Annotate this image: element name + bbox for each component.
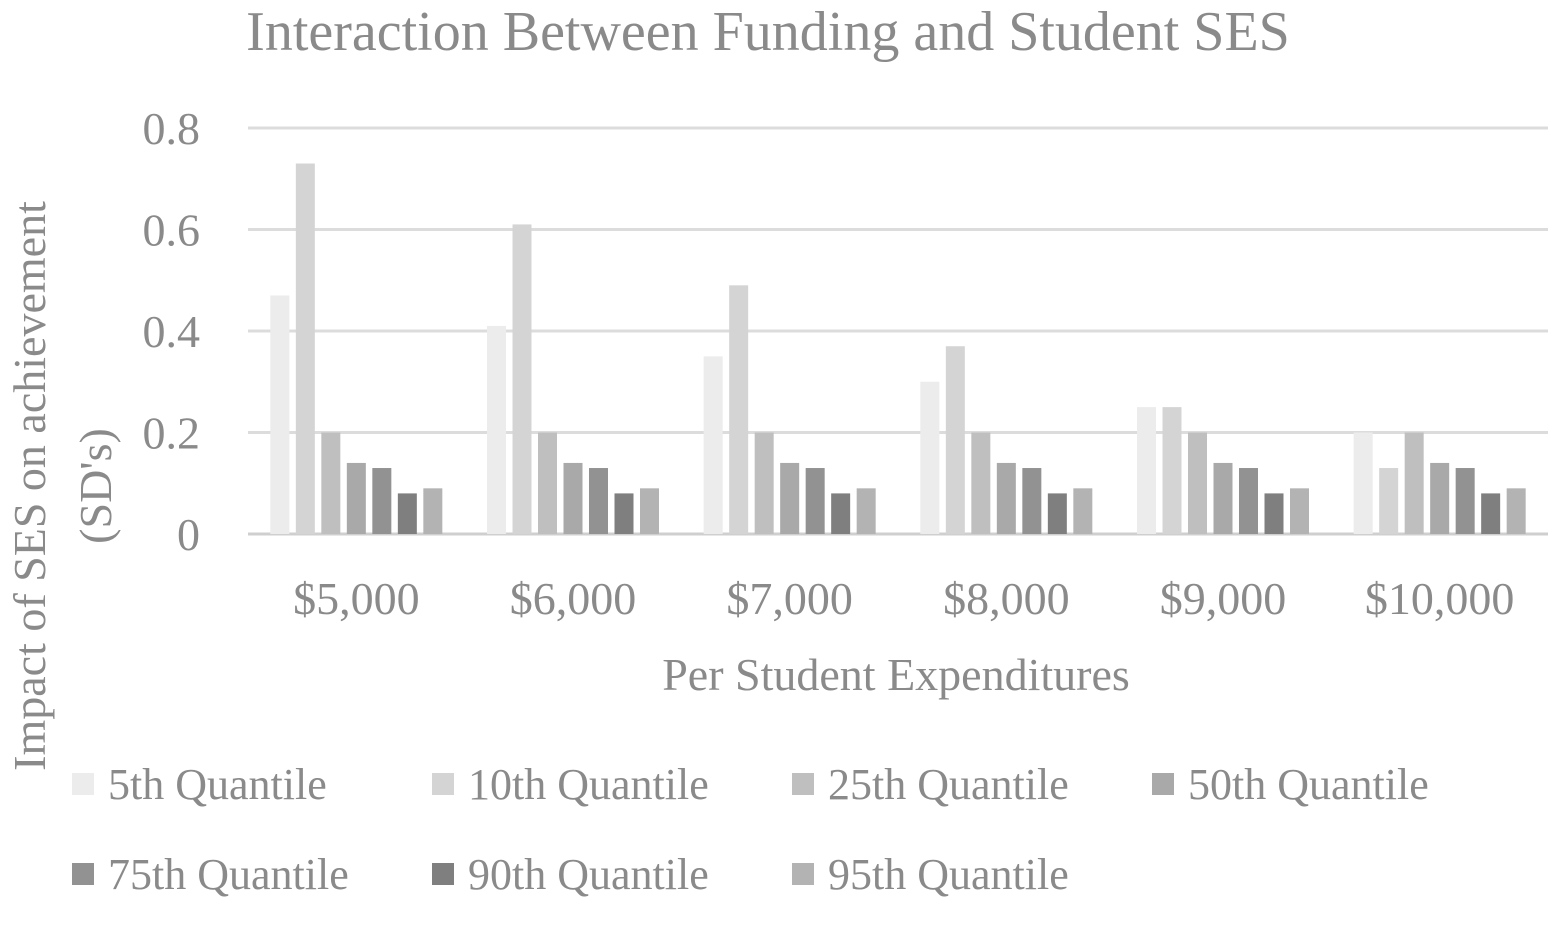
x-axis-ticks: $5,000 $6,000 $7,000 $8,000 $9,000 $10,000 [293,573,1514,624]
bar [1353,432,1373,534]
bar [1022,468,1042,534]
legend-swatch [792,863,814,885]
legend-swatch [792,773,814,795]
bar [920,381,940,534]
bar [1506,488,1526,534]
bar [563,462,583,534]
bar [780,462,800,534]
bar [805,468,825,534]
bar [589,468,608,534]
grid-lines [248,126,1548,536]
bar [1379,468,1399,534]
bar [1430,462,1450,534]
bar [971,432,991,534]
legend-label: 10th Quantile [468,760,709,809]
bar [346,462,366,534]
y-axis-label: Impact of SES on achievement (SD's) [4,201,121,771]
bar [1213,462,1233,534]
bar [423,488,443,534]
x-tick-label: $9,000 [1160,573,1287,624]
legend-swatch [72,773,94,795]
legend-swatch [432,773,454,795]
bar [754,432,774,534]
bar [703,356,723,534]
y-tick-label: 0.4 [143,306,201,357]
bar [614,493,634,534]
bar [487,325,506,534]
bar [1073,488,1093,534]
bar [538,432,557,534]
y-axis-label-line-2: (SD's) [70,428,121,544]
x-tick-label: $10,000 [1365,573,1515,624]
bar [372,468,392,534]
bar [996,462,1016,534]
bar [831,493,851,534]
bar [270,295,290,534]
x-tick-label: $7,000 [726,573,853,624]
legend-swatch [72,863,94,885]
bar [1290,488,1309,534]
bar [1047,493,1067,534]
bar [729,285,749,534]
y-tick-label: 0.2 [143,408,201,459]
legend-label: 95th Quantile [828,850,1069,899]
bar [1188,432,1207,534]
legend-label: 5th Quantile [108,760,327,809]
bar [1264,493,1284,534]
legend-swatch [1152,773,1174,795]
chart-title: Interaction Between Funding and Student … [246,1,1290,63]
y-axis-ticks: 0 0.2 0.4 0.6 0.8 [143,103,201,560]
x-tick-label: $8,000 [943,573,1070,624]
x-tick-label: $5,000 [293,573,420,624]
bar [1455,468,1475,534]
bar [1162,407,1182,534]
bar [1239,468,1258,534]
legend-label: 50th Quantile [1188,760,1429,809]
x-axis-label: Per Student Expenditures [662,649,1130,700]
legend-swatch [432,863,454,885]
bar [295,163,315,534]
x-tick-label: $6,000 [510,573,637,624]
bar [397,493,417,534]
legend-label: 75th Quantile [108,850,349,899]
bar [1404,432,1424,534]
bar [321,432,341,534]
bars [270,163,1526,535]
bar [512,224,532,535]
y-tick-label: 0.8 [143,103,201,154]
legend-label: 90th Quantile [468,850,709,899]
y-axis-label-line-1: Impact of SES on achievement [4,201,55,771]
bar [945,346,965,534]
legend-label: 25th Quantile [828,760,1069,809]
bar [1481,493,1501,534]
bar [1137,407,1156,534]
legend: 5th Quantile 10th Quantile 25th Quantile 50… [72,760,1429,899]
bar [640,488,659,534]
bar [856,488,876,534]
y-tick-label: 0.6 [143,205,201,256]
y-tick-label: 0 [177,509,200,560]
